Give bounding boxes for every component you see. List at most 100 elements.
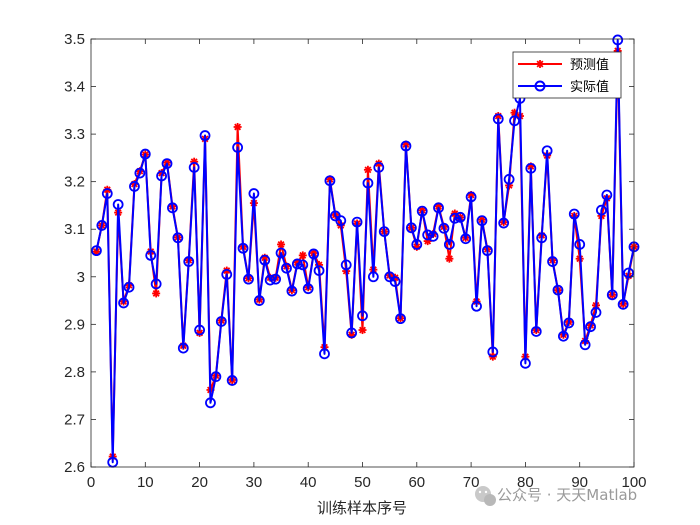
actual-point [481,245,493,257]
predicted-point [363,165,372,174]
actual-point [530,326,542,337]
actual-point [509,115,520,127]
x-tick-label: 30 [246,474,263,491]
actual-point [205,397,216,409]
actual-point [460,233,472,245]
actual-point [275,247,287,259]
x-tick-label: 20 [191,474,208,491]
actual-point [177,342,189,354]
actual-point [291,258,303,270]
actual-point [91,245,102,257]
y-tick-label: 2.7 [64,411,85,428]
actual-point [405,222,417,234]
actual-point [563,317,575,329]
actual-point [226,375,238,386]
actual-line [95,38,635,464]
actual-point [465,191,477,203]
actual-point [443,239,455,250]
actual-point [281,262,292,274]
legend-marker-actual [534,80,546,92]
actual-point [253,295,265,306]
predicted-point [298,251,307,260]
actual-point [221,268,233,280]
series-actual [91,34,640,468]
y-tick-label: 3.4 [64,79,85,96]
actual-point [617,298,629,310]
y-tick-label: 3.5 [64,31,85,48]
legend-marker-predicted [536,60,544,68]
actual-point [471,300,482,312]
actual-point [498,217,510,229]
actual-point [558,330,569,342]
actual-point [243,273,254,285]
actual-point [134,167,146,179]
wechat-icon [475,486,496,506]
legend-box [512,51,622,99]
y-tick-label: 3 [77,269,85,286]
axes [90,38,635,468]
actual-point [167,202,178,214]
actual-point [476,215,488,227]
actual-point [237,242,249,254]
x-tick-label: 70 [463,474,480,491]
x-tick-label: 100 [621,474,646,491]
actual-point [129,181,140,192]
x-tick-label: 60 [408,474,425,491]
actual-point [547,256,558,267]
predicted-point [358,326,367,335]
actual-point [585,321,596,333]
actual-point [541,145,553,157]
actual-point [525,162,537,174]
x-tick-label: 40 [300,474,317,491]
actual-point [232,142,244,153]
actual-point [194,324,206,336]
actual-point [520,357,531,369]
actual-point [378,226,390,238]
actual-point [313,265,325,276]
y-tick-label: 3.3 [64,126,85,143]
watermark-text: 公众号 · 天天Matlab [497,486,637,504]
actual-point [590,307,602,318]
actual-point [145,249,157,261]
actual-point [373,161,385,173]
y-tick-label: 2.6 [64,459,85,476]
actual-point [357,310,368,322]
legend-label-actual: 实际值 [570,79,609,95]
actual-point [324,175,336,187]
actual-point [606,289,618,301]
actual-point [259,254,271,266]
actual-point [199,130,211,141]
actual-point [579,339,591,351]
actual-point [552,284,564,296]
actual-point [297,259,309,271]
actual-point [351,216,363,228]
actual-point [118,297,129,309]
series-layer [91,34,640,468]
actual-point [264,274,276,286]
actual-point [389,276,401,287]
actual-point [454,211,466,223]
actual-point [188,161,200,173]
actual-point [568,208,580,220]
actual-point [156,170,167,182]
predicted-point [233,122,242,131]
actual-point [433,202,444,214]
actual-point [395,313,406,325]
actual-point [319,348,330,360]
predicted-point [445,254,454,263]
predicted-point [277,240,286,249]
actual-point [183,256,195,267]
actual-point [574,239,586,250]
legend-asterisk [536,60,544,68]
actual-point [123,281,135,293]
actual-point [215,316,227,327]
actual-point [449,212,461,224]
actual-point [270,273,282,285]
actual-point [172,232,184,244]
legend[interactable]: 预测值 实际值 [512,51,622,99]
x-tick-label: 90 [571,474,588,491]
actual-point [492,113,504,125]
y-tick-label: 3.2 [64,174,85,191]
actual-point [596,204,607,216]
